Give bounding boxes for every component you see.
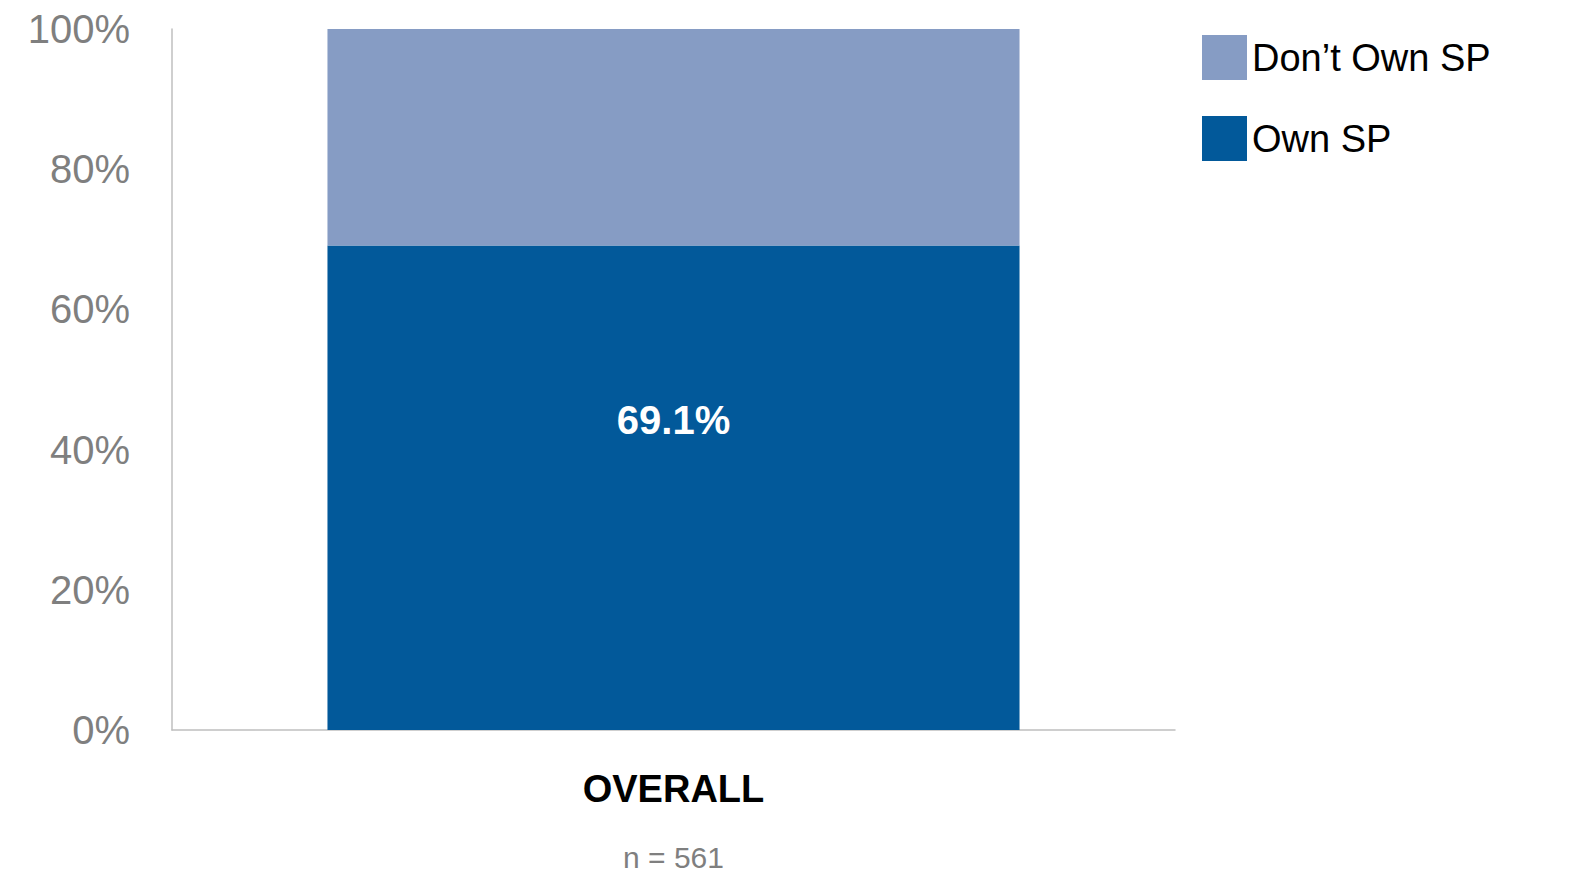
svg-text:Don’t Own SP: Don’t Own SP [1252, 37, 1491, 79]
svg-text:Own SP: Own SP [1252, 118, 1391, 160]
svg-text:20%: 20% [50, 568, 130, 612]
svg-text:0%: 0% [72, 708, 130, 752]
svg-text:60%: 60% [50, 287, 130, 331]
svg-text:OVERALL: OVERALL [583, 768, 765, 810]
svg-text:100%: 100% [28, 7, 130, 51]
svg-text:40%: 40% [50, 428, 130, 472]
svg-text:n = 561: n = 561 [623, 841, 724, 874]
svg-text:80%: 80% [50, 147, 130, 191]
svg-text:69.1%: 69.1% [617, 398, 730, 442]
